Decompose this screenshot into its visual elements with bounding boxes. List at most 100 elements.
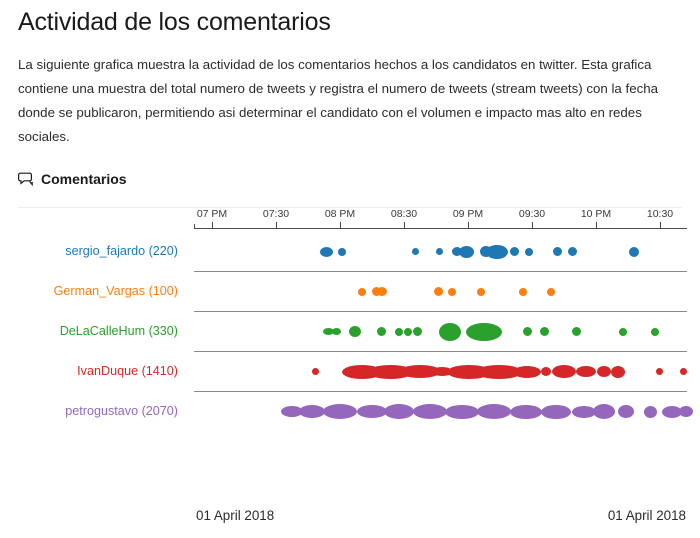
data-point bbox=[643, 405, 657, 418]
data-point bbox=[510, 404, 542, 419]
data-point bbox=[611, 365, 625, 378]
data-point bbox=[377, 287, 387, 297]
chart-row-german-vargas[interactable]: German_Vargas (100) bbox=[0, 272, 700, 312]
row-label-ivanduque[interactable]: IvanDuque (1410) bbox=[77, 363, 178, 378]
comentarios-label: Comentarios bbox=[41, 170, 127, 187]
row-label-german-vargas[interactable]: German_Vargas (100) bbox=[53, 283, 178, 298]
data-point bbox=[567, 247, 577, 257]
row-track-sergio-fajardo bbox=[194, 232, 687, 272]
x-axis-tick bbox=[596, 221, 597, 228]
data-point bbox=[576, 366, 596, 378]
x-tick-label: 08:30 bbox=[390, 207, 418, 220]
comment-bubble-icon bbox=[18, 172, 34, 187]
data-point bbox=[399, 365, 441, 379]
x-tick-label: 09 PM bbox=[452, 207, 484, 220]
x-axis-tick-start bbox=[194, 223, 195, 228]
data-point bbox=[597, 366, 611, 378]
data-point bbox=[322, 328, 334, 336]
x-axis-tick bbox=[468, 221, 469, 228]
data-point bbox=[395, 327, 403, 336]
data-point bbox=[629, 246, 639, 257]
data-point bbox=[522, 327, 532, 337]
x-axis-tick bbox=[532, 221, 533, 228]
data-point bbox=[319, 246, 333, 257]
page-title: Actividad de los comentarios bbox=[18, 8, 331, 36]
row-track-german-vargas bbox=[194, 272, 687, 312]
data-point bbox=[431, 367, 453, 377]
data-point bbox=[525, 247, 533, 256]
data-point bbox=[477, 404, 511, 420]
data-point bbox=[651, 327, 659, 336]
data-point bbox=[593, 404, 615, 420]
data-point bbox=[539, 327, 549, 337]
data-point bbox=[552, 365, 576, 379]
data-point bbox=[371, 287, 381, 297]
row-separator bbox=[194, 350, 687, 352]
data-point bbox=[486, 244, 508, 259]
data-point bbox=[618, 405, 634, 419]
data-point bbox=[331, 328, 341, 336]
data-point bbox=[679, 368, 687, 376]
data-point bbox=[384, 404, 414, 420]
activity-chart: 07 PM 07:30 08 PM 08:30 09 PM 09:30 10 P… bbox=[0, 208, 700, 508]
data-point bbox=[311, 368, 319, 376]
data-point bbox=[571, 327, 581, 337]
data-point bbox=[358, 287, 366, 296]
row-label-petrogustavo[interactable]: petrogustavo (2070) bbox=[65, 403, 178, 418]
chart-row-sergio-fajardo[interactable]: sergio_fajardo (220) bbox=[0, 232, 700, 272]
data-point bbox=[513, 365, 541, 378]
data-point bbox=[679, 406, 693, 418]
date-range-end: 01 April 2018 bbox=[607, 507, 686, 523]
date-range-labels: 01 April 2018 01 April 2018 bbox=[0, 508, 700, 538]
data-point bbox=[413, 404, 447, 420]
data-point bbox=[466, 322, 502, 341]
data-point bbox=[357, 405, 387, 419]
row-separator bbox=[194, 310, 687, 312]
data-point bbox=[445, 404, 479, 419]
x-tick-label: 07 PM bbox=[196, 207, 228, 220]
data-point bbox=[547, 287, 555, 296]
chart-row-ivanduque[interactable]: IvanDuque (1410) bbox=[0, 352, 700, 392]
data-point bbox=[411, 248, 419, 256]
data-point bbox=[509, 247, 519, 257]
data-point bbox=[476, 364, 522, 379]
row-separator bbox=[194, 270, 687, 272]
data-point bbox=[435, 248, 443, 256]
row-track-delacallehum bbox=[194, 312, 687, 352]
x-axis-line bbox=[194, 227, 687, 229]
data-point bbox=[439, 322, 461, 341]
data-point bbox=[619, 327, 627, 336]
row-label-sergio-fajardo[interactable]: sergio_fajardo (220) bbox=[65, 243, 178, 258]
x-axis-tick bbox=[212, 221, 213, 228]
data-point bbox=[433, 287, 443, 297]
x-axis-tick bbox=[660, 221, 661, 228]
chart-row-delacallehum[interactable]: DeLaCalleHum (330) bbox=[0, 312, 700, 352]
data-point bbox=[404, 327, 412, 336]
data-point bbox=[458, 245, 474, 258]
x-axis-tick-labels: 07 PM 07:30 08 PM 08:30 09 PM 09:30 10 P… bbox=[0, 208, 700, 228]
comentarios-section-header: Comentarios bbox=[18, 171, 682, 187]
data-point bbox=[452, 247, 462, 257]
x-tick-label: 09:30 bbox=[518, 207, 546, 220]
data-point bbox=[552, 247, 562, 257]
data-point bbox=[412, 327, 422, 337]
x-axis-tick bbox=[340, 221, 341, 228]
section-divider bbox=[18, 206, 682, 208]
x-axis-tick bbox=[404, 221, 405, 228]
chart-rows: sergio_fajardo (220) German_Vargas (100)… bbox=[0, 232, 700, 432]
data-point bbox=[477, 287, 485, 296]
chart-row-petrogustavo[interactable]: petrogustavo (2070) bbox=[0, 392, 700, 432]
data-point bbox=[541, 367, 551, 377]
row-track-ivanduque bbox=[194, 352, 687, 392]
data-point bbox=[519, 287, 527, 296]
row-label-delacallehum[interactable]: DeLaCalleHum (330) bbox=[59, 323, 178, 338]
date-range-start: 01 April 2018 bbox=[196, 507, 275, 523]
data-point bbox=[299, 405, 325, 419]
data-point bbox=[572, 405, 596, 418]
data-point bbox=[448, 287, 456, 296]
data-point bbox=[338, 247, 346, 256]
x-tick-label: 08 PM bbox=[324, 207, 356, 220]
x-tick-label: 07:30 bbox=[262, 207, 290, 220]
data-point bbox=[349, 326, 361, 338]
